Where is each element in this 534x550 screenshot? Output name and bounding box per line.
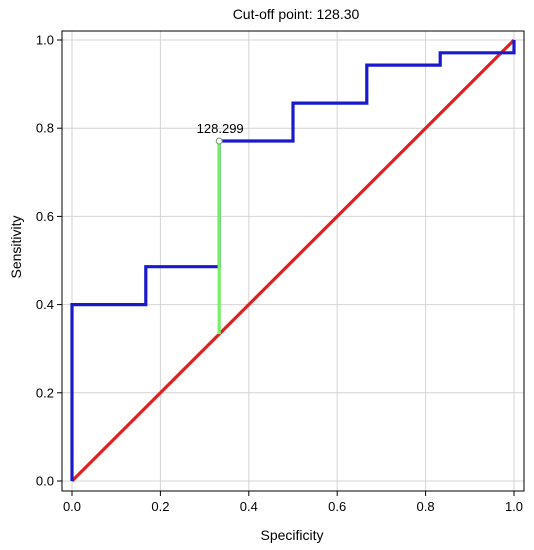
- x-axis-title: Specificity: [260, 527, 323, 543]
- y-tick-label: 1.0: [36, 33, 54, 48]
- cutoff-point-label: 128.299: [197, 121, 244, 136]
- axis-ticks: 0.0 0.2 0.4 0.6 0.8 1.0 0.0 0.2 0.4 0.6 0.8 1.0: [36, 33, 523, 515]
- chart-title: Cut-off point: 128.30: [233, 6, 360, 22]
- y-tick-label: 0.8: [36, 121, 54, 136]
- y-tick-label: 0.4: [36, 297, 54, 312]
- series-layer: [70, 38, 516, 483]
- roc-curve-line: [70, 40, 516, 481]
- reference-diagonal-line: [70, 38, 516, 483]
- x-tick-label: 0.0: [63, 499, 81, 514]
- y-tick-label: 0.6: [36, 209, 54, 224]
- x-tick-label: 0.6: [328, 499, 346, 514]
- y-axis-title: Sensitivity: [8, 215, 24, 278]
- y-tick-label: 0.0: [36, 474, 54, 489]
- annotation-layer: 128.299: [197, 121, 244, 145]
- y-tick-label: 0.2: [36, 385, 54, 400]
- x-tick-label: 0.2: [151, 499, 169, 514]
- x-tick-label: 1.0: [505, 499, 523, 514]
- grid-lines: [62, 31, 524, 491]
- x-tick-label: 0.4: [240, 499, 258, 514]
- cutoff-point-marker: [215, 137, 223, 145]
- x-tick-label: 0.8: [417, 499, 435, 514]
- plot-frame: [61, 30, 525, 492]
